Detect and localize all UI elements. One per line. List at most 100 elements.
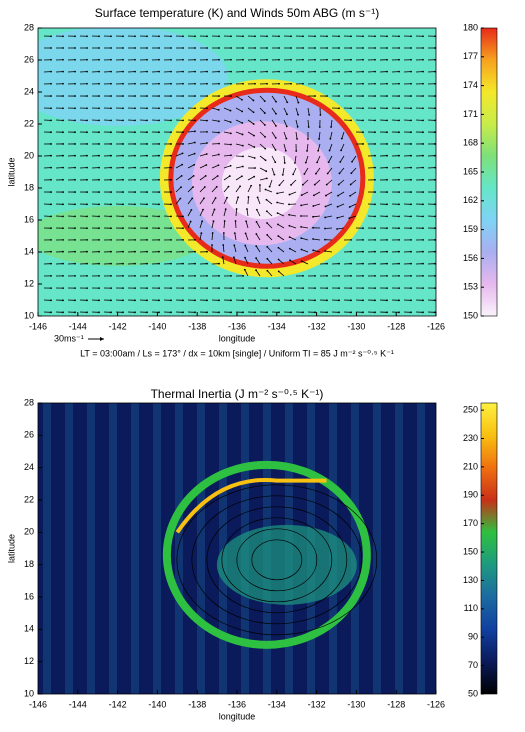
wind-arrow-head (324, 217, 326, 219)
y-tick-label: 20 (24, 150, 34, 160)
wind-arrow-head (374, 107, 376, 109)
wind-arrow-head (205, 164, 207, 166)
wind-arrow-head (422, 227, 424, 229)
wind-arrow-head (305, 162, 307, 164)
wind-arrow-head (134, 119, 136, 121)
x-tick-label: -140 (148, 699, 166, 709)
wind-arrow-head (422, 107, 424, 109)
wind-arrow-head (398, 35, 400, 37)
colorbar-tick-label: 150 (463, 310, 478, 320)
wind-arrow-head (146, 35, 148, 37)
y-axis-label: latitude (6, 534, 16, 563)
wind-arrow-head (218, 47, 220, 49)
wind-arrow-head (170, 203, 172, 205)
wind-arrow-head (230, 287, 232, 289)
wind-arrow-head (181, 164, 183, 166)
wind-arrow-head (222, 256, 224, 258)
wind-arrow-head (74, 215, 76, 217)
wind-arrow-head (206, 107, 208, 109)
wind-arrow-head (98, 131, 100, 133)
wind-arrow-head (266, 258, 268, 260)
wind-arrow-head (398, 251, 400, 253)
wind-arrow-head (194, 153, 196, 155)
wind-arrow-head (302, 275, 304, 277)
colorbar-tick-label: 180 (463, 22, 478, 32)
wind-arrow-head (158, 131, 160, 133)
wind-arrow-head (194, 59, 196, 61)
wind-arrow-head (374, 35, 376, 37)
x-tick-label: -132 (308, 699, 326, 709)
wind-arrow-head (312, 249, 314, 251)
wind-arrow-head (74, 35, 76, 37)
wind-arrow-head (350, 47, 352, 49)
wind-arrow-head (326, 263, 328, 265)
wind-arrow-head (182, 299, 184, 301)
wind-arrow-head (254, 157, 256, 159)
wind-arrow-head (170, 83, 172, 85)
wind-arrow-head (98, 275, 100, 277)
wind-arrow-head (206, 131, 208, 133)
wind-arrow-head (206, 71, 208, 73)
wind-arrow-head (170, 287, 172, 289)
wind-arrow-head (422, 131, 424, 133)
wind-arrow-head (324, 228, 326, 230)
wind-arrow-head (158, 203, 160, 205)
wind-arrow-head (74, 119, 76, 121)
wind-arrow-head (337, 206, 339, 208)
wind-arrow-head (74, 287, 76, 289)
wind-arrow-head (386, 311, 388, 313)
wind-arrow-head (398, 143, 400, 145)
wind-arrow-head (190, 209, 192, 211)
x-tick-label: -136 (228, 699, 246, 709)
wind-arrow-head (86, 71, 88, 73)
wind-arrow-head (134, 299, 136, 301)
wind-arrow-head (326, 287, 328, 289)
wind-arrow-head (74, 299, 76, 301)
wind-arrow-head (362, 239, 364, 241)
wind-arrow-head (410, 215, 412, 217)
wind-arrow-head (50, 131, 52, 133)
wind-arrow-head (266, 287, 268, 289)
wind-arrow-head (74, 191, 76, 193)
wind-arrow-head (146, 143, 148, 145)
wind-arrow-head (110, 71, 112, 73)
wind-arrow-head (110, 131, 112, 133)
wind-arrow-head (98, 167, 100, 169)
wind-arrow-head (230, 144, 232, 146)
x-tick-label: -132 (308, 321, 326, 331)
wind-arrow-head (278, 59, 280, 61)
wind-arrow-head (410, 131, 412, 133)
wind-arrow-head (74, 59, 76, 61)
wind-arrow-head (422, 167, 424, 169)
wind-arrow-head (146, 179, 148, 181)
wind-arrow-head (319, 126, 321, 128)
wind-arrow-head (398, 239, 400, 241)
wind-arrow-head (308, 114, 310, 116)
wind-arrow-head (290, 47, 292, 49)
wind-arrow-head (290, 35, 292, 37)
wind-arrow-head (278, 259, 280, 261)
wind-arrow-head (98, 299, 100, 301)
wind-arrow-head (398, 275, 400, 277)
wind-arrow-head (386, 275, 388, 277)
wind-arrow-head (308, 126, 310, 128)
wind-arrow-head (98, 263, 100, 265)
wind-arrow-head (218, 95, 220, 97)
wind-arrow-head (314, 83, 316, 85)
wind-arrow-head (223, 232, 225, 234)
wind-arrow-head (230, 59, 232, 61)
field-stripe (153, 403, 161, 694)
wind-arrow-head (314, 299, 316, 301)
wind-arrow-head (242, 134, 244, 136)
wind-arrow-head (338, 47, 340, 49)
wind-arrow-head (110, 167, 112, 169)
wind-arrow-head (146, 299, 148, 301)
wind-arrow-head (254, 167, 256, 169)
wind-arrow-head (254, 47, 256, 49)
x-tick-label: -134 (268, 321, 286, 331)
wind-arrow-head (170, 191, 172, 193)
wind-arrow-head (350, 71, 352, 73)
wind-arrow-head (386, 203, 388, 205)
wind-arrow-head (306, 150, 308, 152)
wind-arrow-head (362, 95, 364, 97)
